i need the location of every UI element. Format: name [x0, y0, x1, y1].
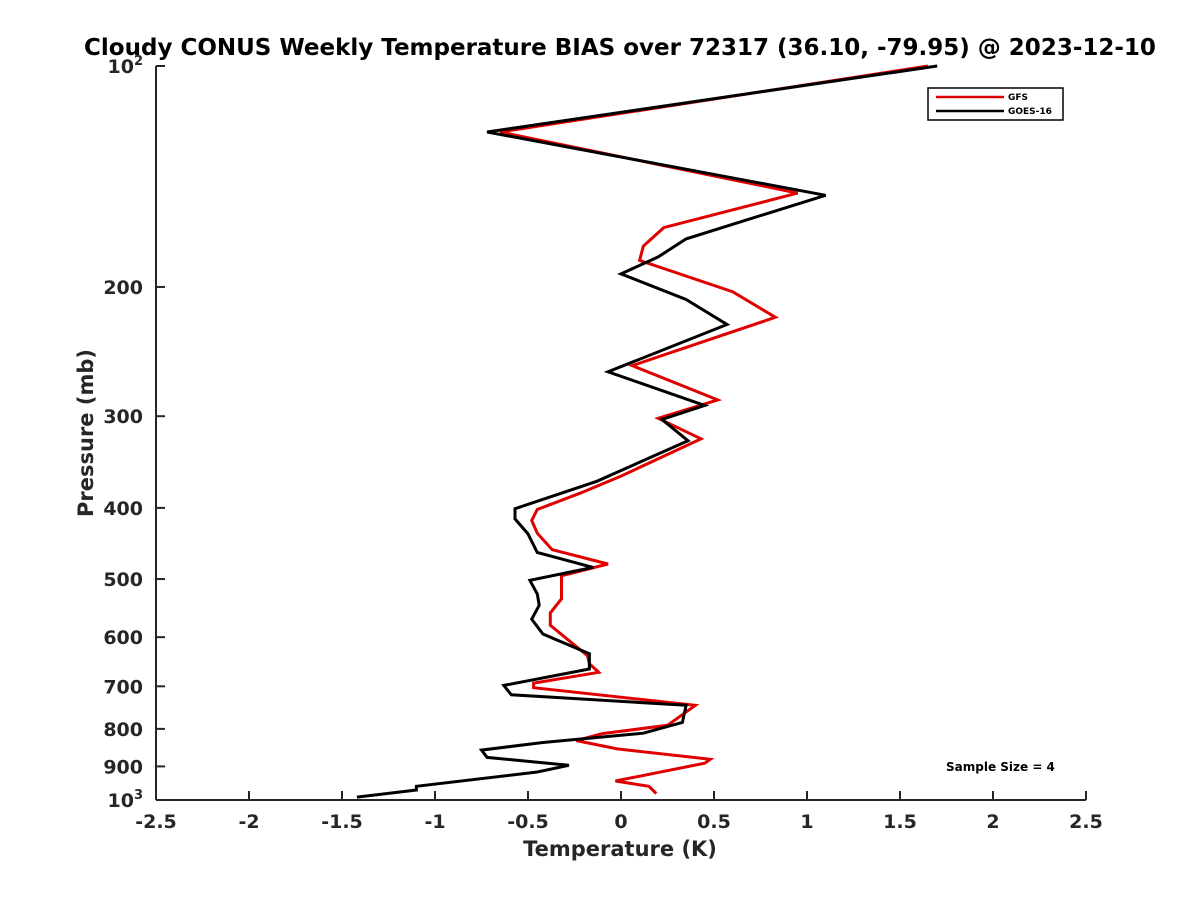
- y-tick-label: 200: [103, 277, 143, 299]
- y-tick-label: 103: [108, 788, 144, 812]
- axes-layer: -2.5 -2 -1.5 -1 -0.5 0 0.5 1 1.5 2 2.5 102 200 300 400…: [103, 54, 1103, 833]
- x-tick-label: 1: [800, 811, 813, 833]
- chart-title: Cloudy CONUS Weekly Temperature BIAS ove…: [84, 35, 1156, 61]
- x-tick-label: -2.5: [135, 811, 177, 833]
- y-tick-label: 102: [108, 54, 144, 78]
- series-layer: [356, 64, 938, 799]
- y-tick-label: 800: [103, 719, 143, 741]
- x-tick-label: -1.5: [321, 811, 363, 833]
- sample-size-annotation: Sample Size = 4: [946, 760, 1055, 774]
- legend-label-gfs: GFS: [1008, 93, 1028, 103]
- y-tick-label: 900: [103, 756, 143, 778]
- y-tick-label: 400: [103, 498, 143, 520]
- series-line-goes16: [356, 64, 938, 799]
- x-tick-label: 2: [986, 811, 999, 833]
- legend: GFS GOES-16: [927, 87, 1064, 121]
- x-tick-label: -2: [238, 811, 259, 833]
- x-tick-label: -0.5: [507, 811, 549, 833]
- x-tick-label: 1.5: [883, 811, 917, 833]
- x-axis-label: Temperature (K): [523, 837, 717, 861]
- legend-label-goes16: GOES-16: [1008, 107, 1052, 117]
- x-tick-label: 2.5: [1069, 811, 1103, 833]
- legend-box: [927, 87, 1064, 121]
- y-tick-label: 600: [103, 627, 143, 649]
- x-tick-label: -1: [424, 811, 445, 833]
- y-tick-label: 300: [103, 406, 143, 428]
- x-tick-label: 0: [614, 811, 627, 833]
- y-tick-label: 500: [103, 569, 143, 591]
- y-tick-label: 700: [103, 676, 143, 698]
- x-tick-label: 0.5: [697, 811, 731, 833]
- y-axis-label: Pressure (mb): [74, 349, 98, 517]
